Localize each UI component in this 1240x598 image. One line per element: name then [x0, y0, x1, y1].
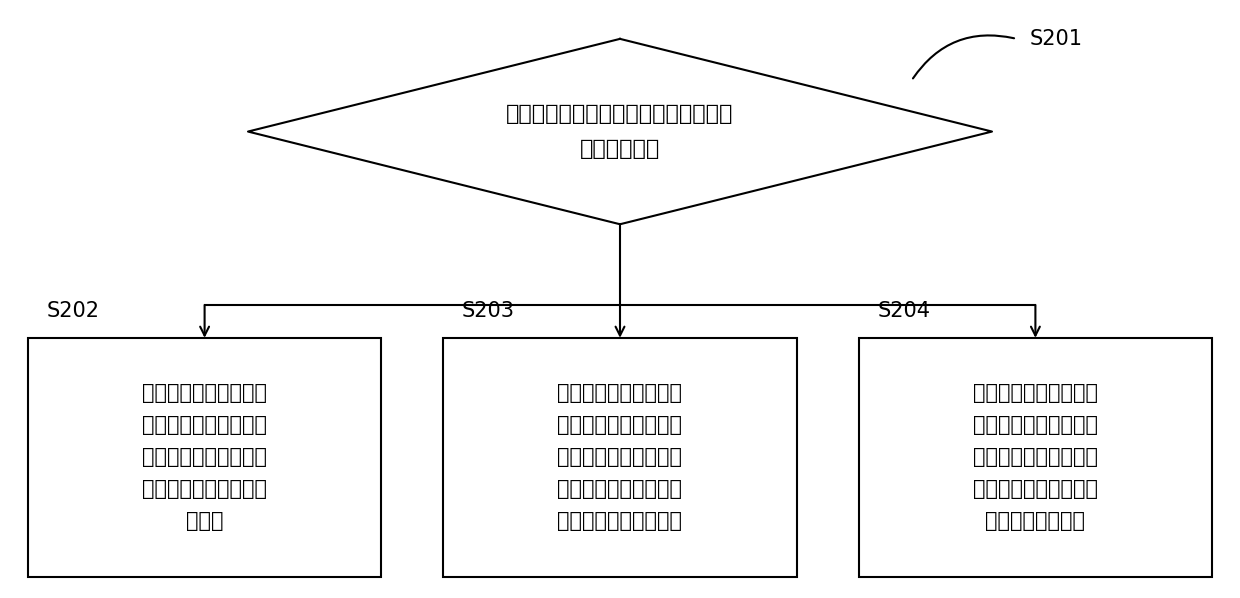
Text: S203: S203 — [463, 301, 515, 321]
Text: 当检测到的衣物湿度信
息为衣物湿度大于第一
预设值，且小于第二预
设值时，选择烘干模式
的送风大小为中风模式: 当检测到的衣物湿度信 息为衣物湿度大于第一 预设值，且小于第二预 设值时，选择烘… — [558, 383, 682, 532]
Bar — [29, 338, 382, 577]
Bar — [444, 338, 797, 577]
Bar — [858, 338, 1213, 577]
Text: 将衣物湿度信息与第一预设值及第二预
设值进行对比: 将衣物湿度信息与第一预设值及第二预 设值进行对比 — [506, 105, 734, 158]
Polygon shape — [248, 39, 992, 224]
Text: S201: S201 — [1029, 29, 1083, 49]
Text: 当检测到衣物湿度信息
为衣物湿度大于第一预
设值，且大于第二预设
值时，烘干模式的送风
大小为强劲风模式: 当检测到衣物湿度信息 为衣物湿度大于第一预 设值，且大于第二预设 值时，烘干模式… — [973, 383, 1097, 532]
Text: S202: S202 — [47, 301, 99, 321]
Text: S204: S204 — [878, 301, 930, 321]
Text: 当检测到的衣物湿度信
息为衣物湿度小于第一
预设值时，选择选择烘
干模式的送风大小为自
动模式: 当检测到的衣物湿度信 息为衣物湿度小于第一 预设值时，选择选择烘 干模式的送风大… — [143, 383, 267, 532]
